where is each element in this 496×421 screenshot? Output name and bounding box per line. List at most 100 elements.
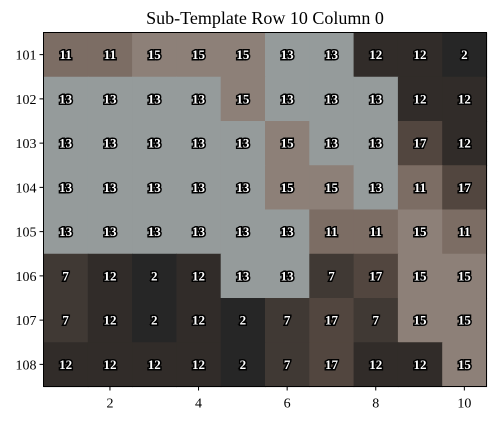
cell-value-label: 12 [414,91,427,106]
heatmap-cell [220,209,266,255]
cell-value-label: 15 [236,91,250,106]
cell-value-label: 2 [151,313,158,328]
heatmap-cell [220,76,266,122]
heatmap-cell [220,121,266,166]
cell-value-label: 15 [458,313,472,328]
cell-value-label: 13 [148,136,162,151]
heatmap-cell [353,209,399,255]
heatmap-cell [132,121,177,166]
heatmap-cell [176,342,222,388]
cell-value-label: 13 [369,136,383,151]
heatmap-cell [43,165,89,211]
cell-value-label: 15 [236,47,250,62]
cell-value-label: 13 [103,224,117,239]
heatmap-cells [43,32,488,388]
x-tick-label: 6 [284,397,291,412]
heatmap-cell [442,165,488,211]
heatmap-cell [265,298,310,343]
heatmap-cell [265,76,310,122]
cell-value-label: 13 [325,91,339,106]
cell-value-label: 13 [325,136,339,151]
heatmap-cell [176,165,222,211]
cell-value-label: 11 [370,224,382,239]
chart-title: Sub-Template Row 10 Column 0 [146,8,384,28]
heatmap-cell [132,76,177,122]
cell-value-label: 13 [281,268,295,283]
cell-value-label: 13 [281,47,295,62]
cell-value-label: 15 [281,136,295,151]
heatmap-cell [397,165,443,211]
heatmap-cell [265,32,310,78]
heatmap-cell [353,298,399,343]
cell-value-label: 13 [281,224,295,239]
heatmap-cell [265,121,310,166]
cell-value-label: 13 [236,224,250,239]
cell-value-label: 13 [192,136,206,151]
cell-value-label: 13 [59,136,73,151]
heatmap-cell [176,32,222,78]
heatmap-cell [132,32,177,78]
y-tick-label: 106 [16,270,37,285]
cell-value-label: 15 [192,47,206,62]
heatmap-cell [220,342,266,388]
heatmap-cell [353,253,399,299]
heatmap-cell [265,342,310,388]
y-axis: 101 102 103 104 105 106 107 108 [16,49,44,373]
cell-value-label: 12 [458,91,471,106]
cell-value-label: 17 [325,313,339,328]
cell-value-label: 11 [60,47,72,62]
cell-value-label: 15 [148,47,162,62]
heatmap-cell [176,209,222,255]
cell-value-label: 13 [59,91,73,106]
heatmap-cell [87,298,133,343]
heatmap-cell [43,32,89,78]
heatmap-cell [353,165,399,211]
x-axis: 2 4 6 8 10 [106,386,471,412]
heatmap-cell [309,32,355,78]
heatmap-cell [309,76,355,122]
plot-frame [43,32,487,387]
heatmap-cell [220,165,266,211]
cell-value-label: 7 [62,313,69,328]
cell-value-label: 12 [192,268,205,283]
cell-value-label: 12 [103,357,116,372]
cell-value-label: 12 [414,47,427,62]
heatmap-cell [176,76,222,122]
cell-value-label: 12 [103,313,116,328]
cell-value-label: 11 [458,224,470,239]
y-tick-label: 103 [16,137,37,152]
heatmap-cell [43,342,89,388]
heatmap-cell [309,298,355,343]
cell-value-label: 2 [461,47,468,62]
cell-value-label: 12 [59,357,72,372]
cell-value-label: 17 [369,268,383,283]
cell-value-label: 7 [284,357,291,372]
heatmap-cell [442,253,488,299]
heatmap-cell [132,298,177,343]
cell-value-label: 13 [236,136,250,151]
cell-value-label: 12 [369,357,382,372]
heatmap-cell [309,253,355,299]
x-tick-label: 2 [106,397,113,412]
y-tick-label: 108 [16,358,37,373]
y-tick-label: 102 [16,93,37,108]
heatmap-cell [87,342,133,388]
heatmap-cell [397,298,443,343]
heatmap-cell [442,76,488,122]
cell-value-label: 7 [62,268,69,283]
cell-value-label: 17 [325,357,339,372]
y-tick-label: 105 [16,226,37,241]
cell-value-label: 2 [240,313,247,328]
heatmap-cell [353,32,399,78]
cell-value-label: 11 [104,47,116,62]
heatmap-cell [87,209,133,255]
cell-value-label: 13 [192,180,206,195]
cell-value-label: 7 [373,313,380,328]
heatmap-cell [87,76,133,122]
x-tick-label: 4 [195,397,202,412]
cell-value-label: 15 [414,224,428,239]
cell-value-label: 2 [151,268,158,283]
heatmap-cell [220,298,266,343]
cell-value-label: 12 [148,357,161,372]
cell-value-label: 15 [458,357,472,372]
